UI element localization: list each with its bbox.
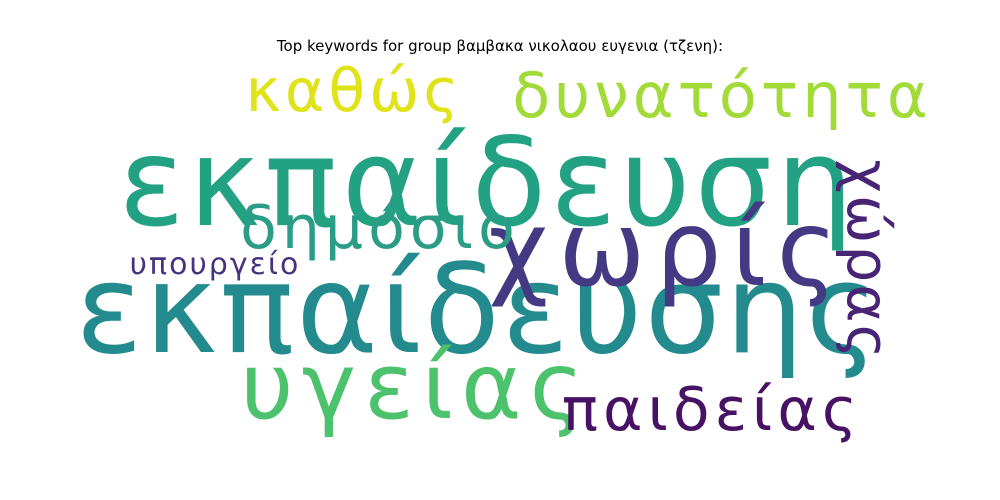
word-choras: χώρας	[834, 159, 902, 360]
word-ypourgeio: υπουργείο	[130, 247, 301, 282]
word-dimosio: δημόσιο	[240, 193, 520, 263]
word-dynatotita: δυνατότητα	[512, 59, 931, 132]
word-ekpaideusi: εκπαίδευση	[119, 112, 858, 254]
word-ygeias: υγείας	[240, 333, 591, 440]
word-ekpaideusis: εκπαίδευσης	[75, 238, 880, 382]
figure-title: Top keywords for group βαμβακα νικολαου …	[276, 37, 724, 55]
word-choris: χωρίς	[488, 188, 847, 310]
word-kathos: καθώς	[245, 56, 462, 126]
word-paideias: παιδείας	[562, 375, 862, 445]
